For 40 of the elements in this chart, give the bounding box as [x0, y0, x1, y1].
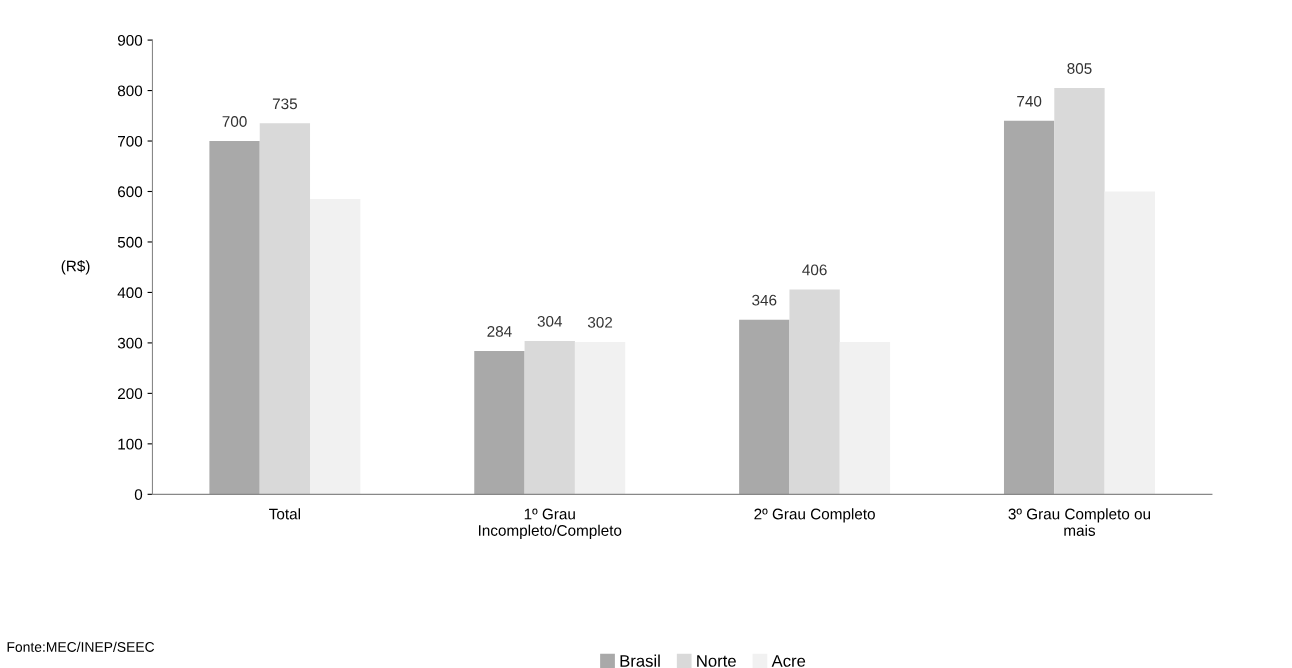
y-tick-label: 800	[117, 85, 143, 97]
data-label: 700	[222, 116, 247, 127]
legend-label: Brasil	[620, 654, 660, 667]
bar	[739, 319, 790, 495]
y-tick-label: 700	[118, 135, 143, 147]
source-note: Fonte:MEC/INEP/SEEC	[7, 641, 155, 652]
data-label: 302	[587, 316, 613, 328]
y-tick-label: 500	[117, 236, 143, 248]
bar	[839, 341, 891, 495]
x-tick-label: 1º Grau Incompleto/Completo	[478, 508, 622, 539]
bar	[474, 350, 525, 495]
data-label: 406	[802, 264, 827, 276]
y-tick-label: 400	[117, 287, 143, 299]
data-label: 304	[537, 315, 563, 327]
y-tick-label: 600	[118, 186, 143, 198]
y-axis-title: (R$)	[61, 259, 90, 275]
data-label: 346	[752, 294, 777, 306]
data-label: 740	[1017, 95, 1042, 107]
bar	[1054, 88, 1105, 495]
bar	[574, 341, 626, 495]
bar	[1003, 120, 1055, 495]
x-tick-label: 3º Grau Completo ou mais	[1008, 508, 1151, 536]
data-label: 735	[272, 98, 297, 110]
y-tick-label: 0	[134, 489, 143, 501]
legend-label: Acre	[771, 655, 806, 667]
x-tick-label: 2º Grau Completo	[754, 508, 875, 523]
y-tick-label: 100	[118, 438, 143, 450]
bar	[524, 340, 575, 495]
data-label: 284	[487, 326, 512, 337]
bar	[259, 123, 311, 495]
bar	[789, 289, 840, 495]
bar	[209, 141, 260, 495]
y-tick-label: 300	[117, 337, 143, 349]
y-tick-label: 900	[117, 34, 143, 46]
legend-label: Norte	[697, 655, 736, 667]
x-tick-label: Total	[269, 508, 300, 520]
bar	[1104, 191, 1155, 495]
data-label: 805	[1067, 63, 1092, 74]
bar	[310, 199, 361, 495]
y-tick-label: 200	[118, 388, 143, 400]
